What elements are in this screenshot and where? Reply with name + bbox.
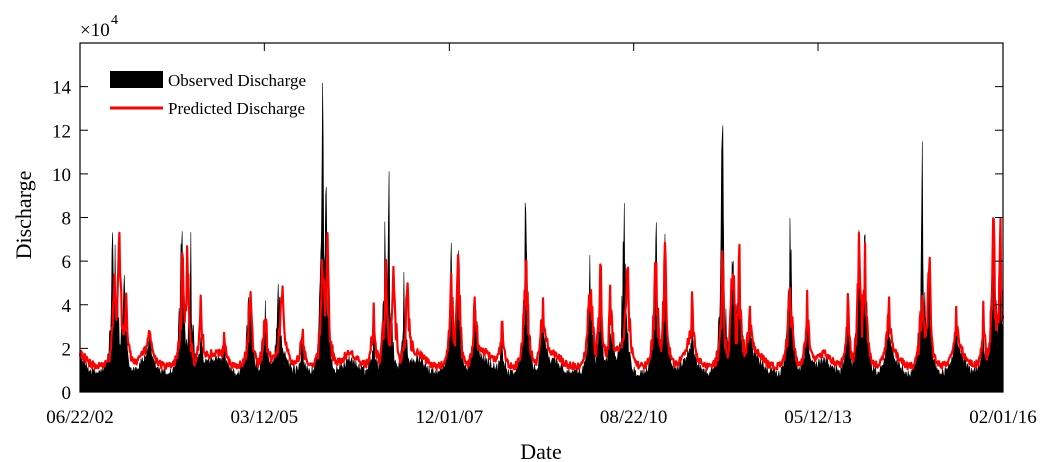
x-tick-label: 12/01/07 [416, 407, 484, 428]
x-tick-label: 05/12/13 [784, 407, 852, 428]
x-tick-label: 03/12/05 [231, 407, 299, 428]
y-tick-label: 4 [62, 296, 72, 317]
y-tick-label: 0 [62, 383, 72, 404]
x-tick-label: 08/22/10 [600, 407, 668, 428]
y-tick-label: 14 [52, 78, 72, 99]
x-tick-label: 06/22/02 [46, 407, 114, 428]
y-axis-multiplier: ×10 [80, 20, 110, 41]
y-tick-label: 10 [52, 165, 71, 186]
series-observed-discharge [79, 82, 1004, 393]
y-tick-label: 6 [62, 252, 72, 273]
y-axis-exponent: 4 [111, 13, 118, 28]
y-tick-label: 2 [62, 339, 72, 360]
plot-area [78, 82, 1005, 393]
series-predicted-discharge [78, 217, 1005, 371]
legend-label-predicted: Predicted Discharge [168, 99, 305, 118]
x-axis-label: Date [520, 439, 562, 462]
x-tick-label: 02/01/16 [969, 407, 1037, 428]
legend: Observed Discharge Predicted Discharge [110, 71, 306, 118]
axis-ticks: 0 2 4 6 8 10 12 14 06/22/02 03/12/05 12/01/07 08/22… [46, 43, 1037, 428]
legend-label-observed: Observed Discharge [168, 71, 306, 90]
legend-swatch-observed [110, 71, 163, 88]
y-tick-label: 12 [52, 121, 71, 142]
y-tick-label: 8 [62, 209, 72, 230]
y-axis-label: Discharge [11, 171, 36, 260]
